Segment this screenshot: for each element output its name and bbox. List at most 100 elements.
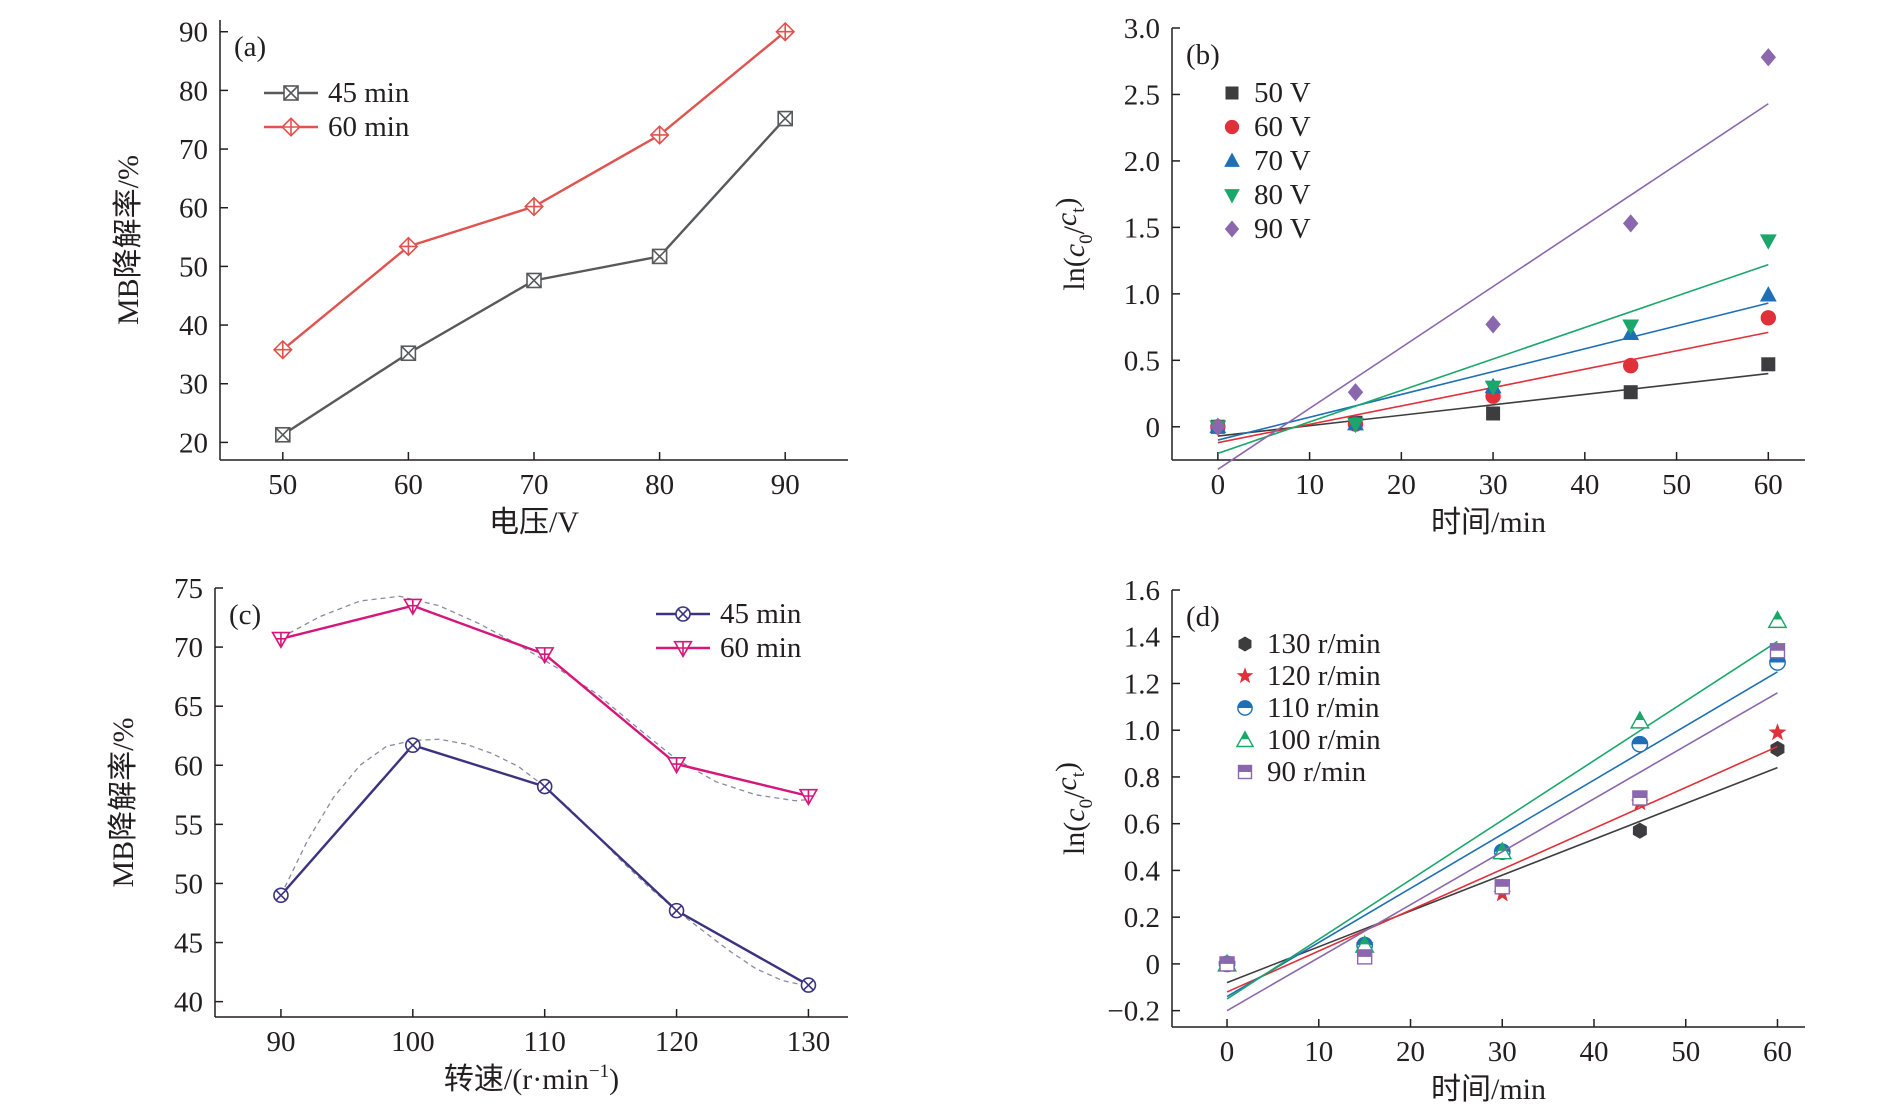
data-point <box>651 248 668 265</box>
data-point <box>274 426 291 443</box>
data-point <box>775 21 796 42</box>
data-point <box>1632 790 1648 806</box>
y-tick-label: 65 <box>174 691 203 723</box>
legend-label: 100 r/min <box>1267 724 1381 756</box>
data-point <box>1484 380 1502 396</box>
y-tick-label: 20 <box>179 427 208 459</box>
y-tick-label: 0.4 <box>1124 855 1161 887</box>
legend-label: 60 min <box>720 632 802 664</box>
legend-label: 110 r/min <box>1267 692 1380 724</box>
data-point <box>1761 357 1776 372</box>
data-point <box>403 598 423 616</box>
y-tick-label: 0 <box>1146 412 1161 444</box>
series-1 <box>274 110 794 443</box>
y-tick-label: 80 <box>179 75 208 107</box>
y-tick-label: 1.6 <box>1124 575 1160 607</box>
data-point <box>272 339 293 360</box>
y-tick-label: 2.0 <box>1124 146 1160 178</box>
y-tick-label: 1.5 <box>1124 212 1160 244</box>
x-tick-label: 90 <box>266 1026 295 1058</box>
fit-line <box>1226 671 1778 998</box>
x-tick-label: 0 <box>1211 469 1226 501</box>
x-tick-label: 120 <box>655 1026 699 1058</box>
x-tick-label: 0 <box>1220 1036 1235 1068</box>
y-tick-label: 70 <box>179 134 208 166</box>
legend-marker <box>1236 667 1254 684</box>
y-tick-label: 60 <box>179 193 208 225</box>
y-axis-title: ln(c0/ct) <box>1050 197 1097 290</box>
y-tick-label: 40 <box>174 987 203 1019</box>
data-point <box>1759 286 1777 302</box>
data-point <box>1759 234 1777 250</box>
series-5 <box>1210 48 1777 470</box>
x-tick-label: 70 <box>520 469 549 501</box>
fit-line <box>1217 302 1769 441</box>
data-point <box>1622 357 1639 374</box>
x-axis-title-part: −1 <box>589 1061 609 1082</box>
data-point <box>534 647 555 665</box>
data-point <box>649 125 670 145</box>
y-tick-label: 0 <box>1146 949 1161 981</box>
legend-marker <box>1224 220 1240 238</box>
data-point <box>1760 310 1777 326</box>
x-tick-label: 30 <box>1488 1036 1517 1068</box>
chart-panel-c: 90 100 110 120 130 40 45 50 55 60 65 70 75 转速/(r·min−… <box>107 573 848 1096</box>
data-point <box>798 788 819 807</box>
series-1 <box>273 737 817 993</box>
x-tick-label: 20 <box>1396 1036 1425 1068</box>
data-point <box>666 756 687 775</box>
legend-label: 130 r/min <box>1267 628 1381 660</box>
data-point <box>1623 385 1638 400</box>
data-point <box>526 272 542 289</box>
y-axis-title-part: / <box>1058 225 1091 234</box>
y-axis-title-part: ) <box>1050 762 1083 772</box>
x-tick-label: 60 <box>394 469 423 501</box>
legend-marker <box>1224 152 1240 167</box>
y-tick-label: 1.2 <box>1124 668 1160 700</box>
data-point <box>536 778 553 795</box>
data-point <box>271 631 291 649</box>
x-tick-label: 130 <box>787 1026 831 1058</box>
y-axis-title: MB降解率/% <box>107 717 140 887</box>
y-tick-label: 50 <box>179 251 208 283</box>
x-tick-label: 10 <box>1295 469 1324 501</box>
y-axis-title-part: c <box>1050 213 1083 226</box>
y-axis-title: ln(c0/ct) <box>1050 762 1097 855</box>
x-axis-title-part: 转速/(r·min <box>444 1063 589 1096</box>
y-axis-title-part: c <box>1058 808 1091 821</box>
x-tick-label: 60 <box>1763 1036 1792 1068</box>
y-tick-label: 0.2 <box>1124 902 1160 934</box>
legend-label: 80 V <box>1254 179 1311 211</box>
data-point <box>1219 956 1235 972</box>
y-tick-label: 0.8 <box>1124 762 1160 794</box>
fit-line <box>1226 745 1778 993</box>
y-tick-label: 1.4 <box>1124 622 1161 654</box>
y-axis-title-part: 0 <box>1076 234 1097 244</box>
legend-marker <box>1224 119 1240 135</box>
y-axis-title-part: t <box>1068 771 1089 777</box>
legend-label: 90 V <box>1254 213 1311 245</box>
fit-line <box>1217 263 1769 455</box>
legend-marker <box>1238 636 1252 652</box>
legend-label: 90 r/min <box>1267 756 1367 788</box>
fit-line <box>1217 372 1769 437</box>
legend-label: 45 min <box>328 77 410 109</box>
x-axis-title-part: ) <box>609 1063 619 1096</box>
y-tick-label: 1.0 <box>1124 715 1160 747</box>
data-point <box>1768 723 1787 741</box>
legend-label: 60 V <box>1254 111 1311 143</box>
chart-panel-a: 50 60 70 80 90 20 30 40 50 60 70 80 90 电压/V MB降解率/% (a)… <box>112 17 848 539</box>
y-axis-title-part: / <box>1058 790 1091 799</box>
series-2 <box>272 21 796 360</box>
data-point <box>1769 643 1786 659</box>
legend-marker <box>1235 730 1255 748</box>
y-axis-title-part: ln( <box>1058 257 1091 290</box>
y-tick-label: 30 <box>179 369 208 401</box>
series-2 <box>271 598 819 807</box>
y-tick-label: 55 <box>174 809 203 841</box>
data-point <box>1622 319 1640 335</box>
x-tick-label: 60 <box>1754 469 1783 501</box>
y-tick-label: 70 <box>174 632 203 664</box>
series-5 <box>1219 643 1786 1012</box>
